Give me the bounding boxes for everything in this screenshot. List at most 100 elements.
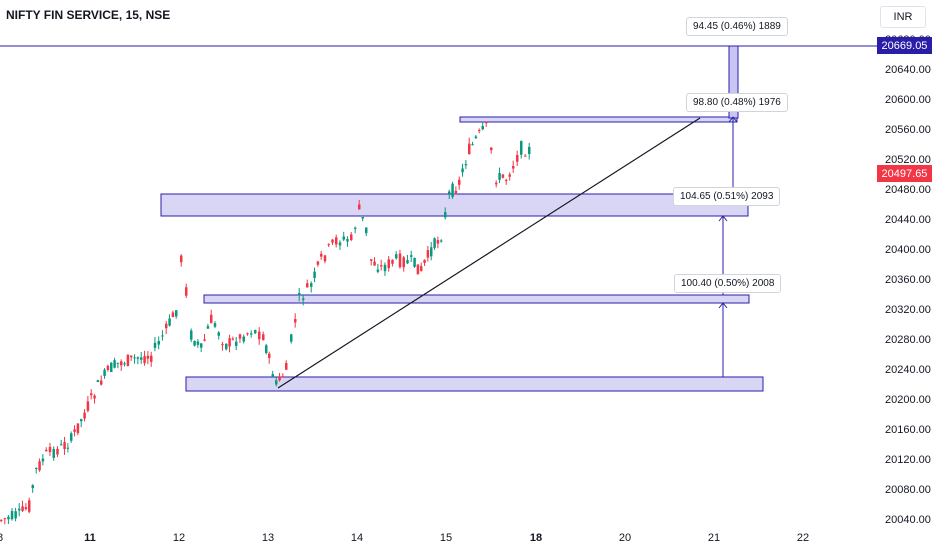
candle-body <box>398 253 402 268</box>
candle-body <box>346 239 349 242</box>
candle-body <box>210 314 213 324</box>
candle-body <box>10 511 14 520</box>
candle-body <box>265 345 268 353</box>
measure-label-3[interactable]: 104.65 (0.51%) 2093 <box>673 187 781 206</box>
candle-body <box>7 516 10 520</box>
candle-body <box>490 147 493 151</box>
candle-body <box>96 380 100 383</box>
price-tick-label: 20200.00 <box>885 394 931 406</box>
candle-body <box>175 310 178 317</box>
candle-body <box>136 357 140 359</box>
arrowhead-icon <box>728 116 738 123</box>
measure-label-2[interactable]: 98.80 (0.48%) 1976 <box>686 93 788 112</box>
candle-body <box>206 326 210 329</box>
support-zone-bottom[interactable] <box>185 376 764 392</box>
candle-body <box>242 336 245 342</box>
candle-body <box>501 174 505 178</box>
candle-body <box>433 238 436 248</box>
time-tick-label: 11 <box>84 532 96 544</box>
measure-label-1[interactable]: 94.45 (0.46%) 1889 <box>686 17 788 36</box>
candle-body <box>130 355 133 358</box>
candle-body <box>294 319 297 323</box>
candle-body <box>52 449 55 458</box>
candle-body <box>268 353 271 358</box>
candle-body <box>423 259 426 263</box>
candle-body <box>157 340 160 345</box>
candle-body <box>481 125 484 130</box>
candle-body <box>505 179 508 181</box>
candle-body <box>498 173 501 180</box>
candle-body <box>358 204 361 210</box>
candle-body <box>285 363 288 370</box>
candle-body <box>306 283 309 288</box>
price-tick-label: 20400.00 <box>885 244 931 256</box>
candle-body <box>168 318 171 326</box>
candle-body <box>426 250 430 258</box>
candle-body <box>231 338 235 340</box>
candle-body <box>110 362 113 373</box>
candle-body <box>365 227 368 234</box>
candle-body <box>327 244 330 246</box>
candle-body <box>271 374 274 377</box>
candle-body <box>28 500 31 512</box>
resistance-zone-upper[interactable] <box>160 193 749 217</box>
candle-body <box>225 343 228 350</box>
time-tick-label: 8 <box>0 532 3 544</box>
candle-body <box>448 191 451 194</box>
candle-body <box>413 257 416 267</box>
candle-body <box>48 446 52 453</box>
candle-body <box>440 240 443 242</box>
candle-body <box>217 332 220 336</box>
resistance-zone-top[interactable] <box>459 116 738 123</box>
candle-body <box>140 357 143 360</box>
candle-body <box>3 518 7 520</box>
candles <box>0 121 531 525</box>
price-tick-label: 20280.00 <box>885 334 931 346</box>
price-tick-label: 20320.00 <box>885 304 931 316</box>
candle-body <box>468 143 471 155</box>
trend-line[interactable] <box>277 117 701 389</box>
candle-body <box>66 447 70 449</box>
candle-body <box>350 234 353 240</box>
candle-body <box>495 182 498 185</box>
candle-body <box>0 519 3 521</box>
candle-body <box>262 334 265 341</box>
price-tick-label: 20640.00 <box>885 64 931 76</box>
measure-label-4[interactable]: 100.40 (0.50%) 2008 <box>674 274 782 293</box>
arrowhead-icon <box>718 215 728 222</box>
candle-body <box>86 401 90 411</box>
candle-body <box>250 333 253 335</box>
price-tick-label: 20440.00 <box>885 214 931 226</box>
candle-body <box>524 155 527 157</box>
support-zone-mid[interactable] <box>203 294 750 304</box>
candle-body <box>342 236 345 240</box>
candle-body <box>200 343 203 348</box>
candle-body <box>298 293 301 296</box>
arrowhead-icon <box>718 302 728 309</box>
candle-body <box>335 237 338 245</box>
currency-selector[interactable]: INR <box>880 6 926 28</box>
candle-body <box>331 239 334 243</box>
candle-body <box>213 323 217 327</box>
candle-body <box>80 419 83 422</box>
time-tick-label: 13 <box>262 532 274 544</box>
candle-body <box>320 253 323 257</box>
candle-body <box>485 121 488 124</box>
candle-body <box>478 130 481 132</box>
candle-body <box>100 380 103 385</box>
candle-body <box>290 334 293 342</box>
candle-body <box>454 190 458 194</box>
candle-body <box>258 331 261 340</box>
candle-body <box>143 356 146 364</box>
candle-body <box>146 355 150 359</box>
candle-body <box>56 448 59 455</box>
candle-body <box>406 260 409 264</box>
price-tick-label: 20040.00 <box>885 514 931 526</box>
price-tick-label: 20360.00 <box>885 274 931 286</box>
candle-body <box>45 449 48 452</box>
price-tick-label: 20480.00 <box>885 184 931 196</box>
candle-body <box>31 485 34 489</box>
candle-body <box>451 183 454 197</box>
candle-body <box>90 393 93 396</box>
